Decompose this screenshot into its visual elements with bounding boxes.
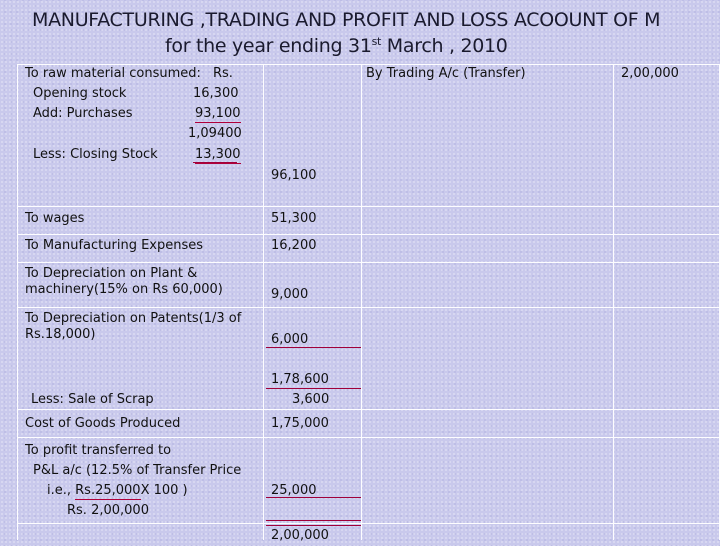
- grid-line-h6: [17, 437, 720, 438]
- scrap-label: Less: Sale of Scrap: [31, 392, 154, 407]
- subtitle-prefix: for the year ending 31: [165, 35, 372, 57]
- total-rule-bottom: [266, 525, 361, 526]
- grid-line-v2: [361, 64, 362, 540]
- cogp-amount: 1,75,000: [271, 416, 329, 431]
- closing-stock-label: Less: Closing Stock: [33, 147, 158, 162]
- raw-material-header: To raw material consumed:: [25, 66, 201, 81]
- closing-stock-rule: [193, 162, 237, 163]
- dep-patents-line2: Rs.18,000): [25, 327, 96, 342]
- grid-line-h5: [17, 409, 720, 410]
- grid-line-v3: [613, 64, 614, 540]
- profit-line3: i.e., Rs.25,000 X 100 ): [47, 481, 188, 501]
- wages-label: To wages: [25, 211, 85, 226]
- total-amount: 2,00,000: [271, 528, 329, 543]
- total-rule-top: [266, 520, 361, 521]
- mfg-expenses-label: To Manufacturing Expenses: [25, 238, 204, 253]
- currency-label: Rs.: [213, 66, 233, 81]
- opening-stock-label: Opening stock: [33, 86, 127, 101]
- cogp-label: Cost of Goods Produced: [25, 416, 181, 431]
- profit-line3-suffix: X 100 ): [140, 483, 188, 498]
- profit-line2: P&L a/c (12.5% of Transfer Price: [33, 463, 242, 478]
- profit-line4: Rs. 2,00,000: [67, 503, 149, 518]
- grid-line-h3: [17, 262, 720, 263]
- grid-line-h7: [17, 523, 720, 524]
- grid-line-h0: [17, 64, 720, 65]
- grid-line-h4: [17, 307, 720, 308]
- profit-rule: [266, 497, 361, 498]
- grid-line-v0: [17, 64, 18, 540]
- purchases-value: 93,100: [195, 106, 241, 123]
- subtotal-rule: [266, 388, 361, 389]
- profit-amount: 25,000: [271, 483, 317, 498]
- dep-plant-line1: To Depreciation on Plant &: [25, 266, 198, 281]
- page-subtitle: for the year ending 31st March , 2010: [165, 35, 720, 57]
- dep-plant-amount: 9,000: [271, 287, 309, 302]
- mfg-expenses-amount: 16,200: [271, 238, 317, 253]
- raw-material-consumed-amount: 96,100: [271, 168, 317, 183]
- page-title: MANUFACTURING ,TRADING AND PROFIT AND LO…: [32, 9, 661, 31]
- profit-line3-underlined: Rs.25,000: [75, 483, 141, 500]
- trading-transfer-amount: 2,00,000: [621, 66, 679, 81]
- subtotal-amount: 1,78,600: [271, 372, 329, 387]
- closing-stock-value: 13,300: [195, 147, 241, 164]
- grid-line-v1: [263, 64, 264, 540]
- dep-patents-line1: To Depreciation on Patents(1/3 of: [25, 311, 242, 326]
- dep-plant-line2: machinery(15% on Rs 60,000): [25, 282, 223, 297]
- wages-amount: 51,300: [271, 211, 317, 226]
- profit-line3-prefix: i.e.,: [47, 483, 76, 498]
- dep-patents-amount: 6,000: [271, 332, 309, 347]
- account-table: To raw material consumed: Rs. Opening st…: [17, 64, 720, 543]
- trading-transfer-label: By Trading A/c (Transfer): [366, 66, 526, 81]
- opening-stock-value: 16,300: [193, 86, 239, 101]
- dep-patents-rule: [266, 347, 361, 348]
- grid-line-h2: [17, 234, 720, 235]
- subtitle-superscript: st: [371, 35, 382, 48]
- grid-line-h1: [17, 206, 720, 207]
- profit-line1: To profit transferred to: [25, 443, 172, 458]
- purchases-label: Add: Purchases: [33, 106, 133, 121]
- raw-material-subtotal: 1,09400: [188, 126, 242, 141]
- subtitle-suffix: March , 2010: [381, 35, 508, 57]
- scrap-amount: 3,600: [292, 392, 330, 407]
